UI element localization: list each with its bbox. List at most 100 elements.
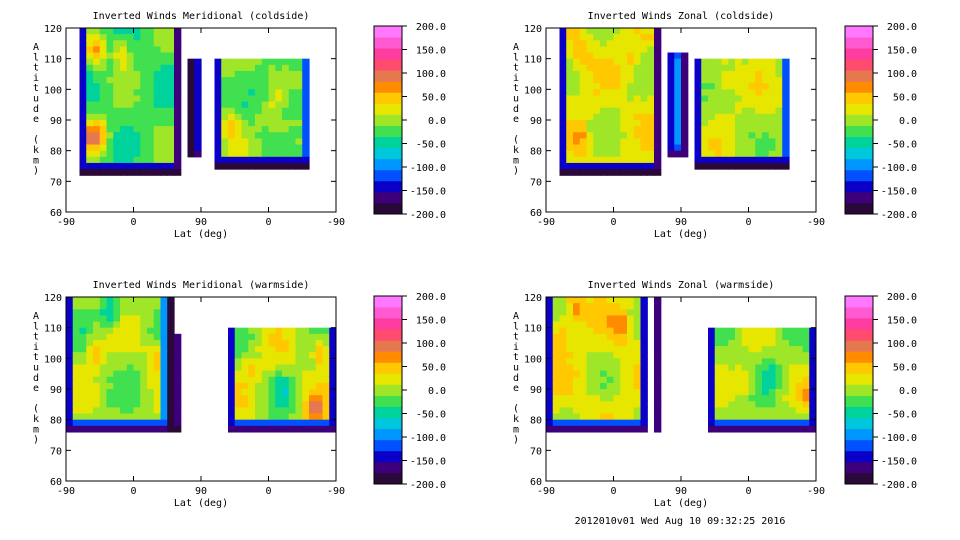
contour-cell: [586, 346, 594, 353]
contour-cell: [546, 395, 554, 402]
contour-cell: [126, 150, 135, 158]
contour-cell: [755, 352, 763, 359]
contour-cell: [99, 126, 108, 133]
contour-cell: [627, 101, 635, 109]
contour-cell: [126, 419, 135, 427]
contour-cell: [586, 358, 594, 366]
contour-cell: [241, 376, 249, 384]
colorbar-segment: [374, 373, 402, 385]
contour-cell: [248, 425, 256, 433]
x-tick-label: 90: [195, 217, 207, 228]
contour-cell: [86, 339, 94, 347]
colorbar-segment: [374, 26, 402, 38]
contour-cell: [288, 376, 297, 384]
contour-cell: [275, 352, 283, 359]
contour-cell: [234, 58, 243, 66]
contour-cell: [140, 389, 148, 396]
contour-cell: [160, 113, 168, 121]
contour-cell: [586, 333, 594, 341]
contour-cell: [721, 144, 729, 152]
contour-cell: [234, 401, 243, 408]
contour-cell: [93, 346, 101, 353]
contour-cell: [120, 339, 128, 347]
colorbar-tick-label: 0.0: [899, 116, 917, 127]
contour-cell: [126, 89, 135, 97]
contour-cell: [268, 64, 276, 72]
contour-cell: [140, 132, 148, 139]
contour-cell: [174, 46, 182, 54]
contour-cell: [559, 321, 567, 329]
contour-cell: [694, 77, 702, 84]
contour-cell: [66, 339, 74, 347]
contour-cell: [228, 389, 236, 396]
contour-cell: [701, 107, 709, 115]
contour-cell: [606, 346, 615, 353]
contour-cell: [120, 34, 128, 41]
contour-cell: [329, 401, 336, 408]
contour-cell: [275, 150, 283, 158]
contour-cell: [654, 303, 662, 310]
contour-cell: [126, 46, 135, 54]
contour-cell: [613, 120, 621, 127]
contour-cell: [721, 376, 729, 384]
contour-cell: [255, 120, 263, 127]
contour-cell: [113, 144, 121, 152]
contour-cell: [153, 46, 162, 54]
contour-cell: [593, 46, 601, 54]
contour-cell: [93, 83, 101, 90]
contour-cell: [167, 419, 175, 427]
contour-cell: [721, 333, 729, 341]
contour-cell: [768, 83, 777, 90]
contour-cell: [600, 169, 608, 176]
contour-cell: [302, 95, 310, 103]
contour-cell: [133, 52, 141, 60]
contour-cell: [586, 95, 594, 103]
y-tick-label: 100: [524, 85, 542, 96]
contour-cell: [748, 346, 756, 353]
contour-cell: [79, 413, 87, 421]
contour-cell: [654, 138, 662, 146]
contour-cell: [153, 315, 162, 323]
contour-cell: [701, 83, 709, 90]
contour-cell: [309, 370, 317, 378]
contour-cell: [782, 156, 790, 164]
contour-cell: [133, 297, 141, 304]
contour-cell: [241, 113, 249, 121]
contour-cell: [579, 83, 588, 90]
colorbar-tick-label: 150.0: [416, 316, 446, 327]
contour-cell: [153, 364, 162, 372]
contour-cell: [140, 144, 148, 152]
contour-cell: [627, 352, 635, 359]
contour-cell: [106, 162, 114, 170]
colorbar-segment: [845, 202, 873, 215]
contour-cell: [126, 28, 135, 35]
contour-cell: [768, 407, 777, 415]
contour-cell: [586, 395, 594, 402]
contour-cell: [633, 309, 642, 316]
contour-cell: [160, 126, 168, 133]
contour-cell: [782, 101, 790, 109]
contour-cell: [546, 389, 554, 396]
contour-cell: [586, 162, 594, 170]
contour-cell: [322, 389, 330, 396]
contour-cell: [566, 352, 574, 359]
contour-cell: [566, 382, 574, 390]
contour-cell: [126, 346, 135, 353]
contour-cell: [86, 156, 94, 164]
contour-cell: [640, 156, 648, 164]
contour-cell: [147, 346, 155, 353]
contour-cell: [708, 101, 716, 109]
contour-cell: [79, 77, 87, 84]
contour-cell: [133, 413, 141, 421]
contour-cell: [552, 327, 561, 335]
contour-cell: [309, 395, 317, 402]
contour-cell: [654, 169, 662, 176]
contour-cell: [174, 126, 182, 133]
contour-cell: [221, 101, 229, 109]
contour-cell: [620, 389, 628, 396]
contour-cell: [728, 120, 736, 127]
contour-cell: [282, 132, 290, 139]
contour-cell: [160, 95, 168, 103]
contour-cell: [79, 419, 87, 427]
chart-panel: Inverted Winds Zonal (coldside)120110100…: [513, 11, 917, 240]
